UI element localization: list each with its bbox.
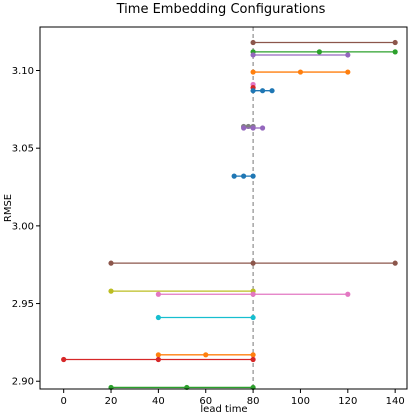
data-point-13-0 — [155, 314, 161, 321]
data-point-12-1 — [250, 291, 256, 297]
data-point-6-1 — [259, 88, 266, 94]
data-point-2-1 — [345, 52, 351, 58]
data-point-8-2 — [259, 125, 266, 131]
data-point-1-1 — [316, 49, 322, 55]
data-point-12-0 — [155, 291, 161, 297]
data-point-1-2 — [392, 49, 398, 55]
x-axis: 0 20 40 60 80 100 120 140 — [60, 389, 405, 407]
data-point-15-0 — [61, 356, 67, 363]
data-point-0-0 — [250, 39, 256, 46]
data-point-10-2 — [392, 260, 398, 266]
data-point-9-1 — [241, 173, 247, 179]
y-axis-label: RMSE — [3, 194, 14, 222]
plot-area — [61, 27, 398, 391]
data-point-8-1 — [250, 125, 256, 131]
data-point-14-2 — [250, 352, 256, 358]
x-tick-label: 100 — [291, 396, 310, 407]
x-tick-label: 120 — [338, 396, 357, 407]
x-tick-label: 140 — [386, 396, 405, 407]
data-point-0-1 — [392, 39, 398, 46]
data-point-2-0 — [250, 52, 256, 58]
x-tick-label: 40 — [152, 396, 165, 407]
data-point-14-1 — [203, 352, 209, 358]
data-point-14-0 — [155, 352, 161, 358]
x-tick-label: 0 — [60, 396, 66, 407]
data-point-11-0 — [108, 288, 114, 294]
y-tick-label: 2.90 — [12, 377, 34, 388]
data-point-9-0 — [231, 173, 237, 179]
chart-title: Time Embedding Configurations — [116, 2, 326, 17]
data-point-8-0 — [241, 125, 247, 131]
x-tick-label: 20 — [105, 396, 118, 407]
data-point-3-1 — [297, 69, 304, 75]
y-tick-label: 3.00 — [12, 221, 34, 232]
y-axis: 2.90 2.95 3.00 3.05 3.10 — [12, 66, 40, 388]
data-point-6-2 — [269, 88, 275, 94]
plot-frame — [39, 26, 408, 390]
data-point-13-1 — [250, 314, 256, 321]
y-tick-label: 3.05 — [12, 144, 34, 155]
data-point-15-1 — [155, 356, 161, 363]
data-point-12-2 — [345, 291, 351, 297]
x-axis-label: lead time — [200, 404, 247, 415]
y-tick-label: 3.10 — [12, 66, 34, 77]
x-tick-label: 60 — [199, 396, 212, 407]
y-tick-label: 2.95 — [12, 299, 34, 310]
data-point-10-0 — [108, 260, 114, 266]
x-tick-label: 80 — [247, 396, 260, 407]
data-point-10-1 — [250, 260, 256, 266]
data-point-3-2 — [345, 69, 351, 75]
data-point-9-2 — [250, 173, 256, 179]
data-point-6-0 — [250, 88, 256, 94]
data-point-3-0 — [250, 69, 256, 75]
data-point-15-2 — [250, 356, 256, 363]
